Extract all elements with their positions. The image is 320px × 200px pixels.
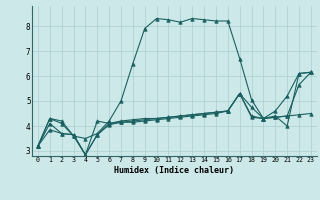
X-axis label: Humidex (Indice chaleur): Humidex (Indice chaleur) bbox=[115, 166, 234, 175]
